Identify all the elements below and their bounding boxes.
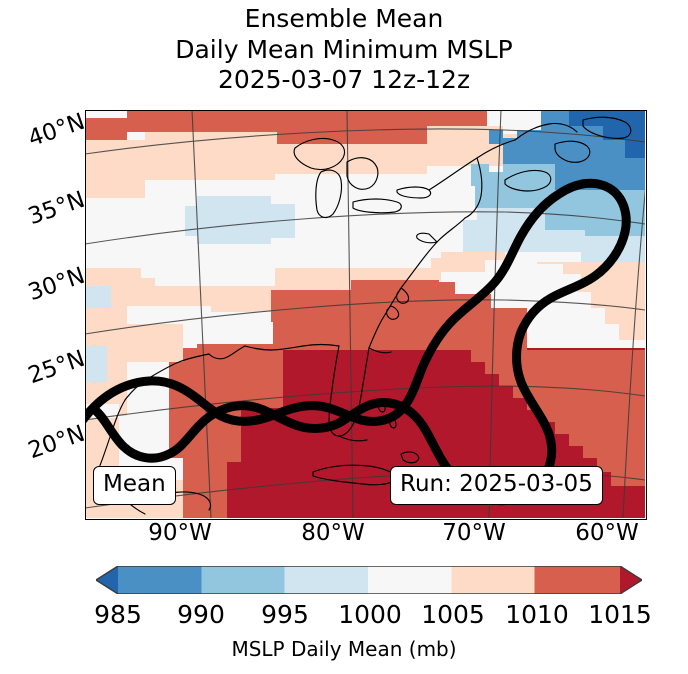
chesapeake-bay (396, 287, 410, 304)
parallel-30n (85, 299, 645, 335)
lake-superior (293, 137, 346, 171)
florida-keys (338, 435, 368, 442)
long-island (416, 232, 438, 244)
meridian-80w (346, 110, 354, 518)
graticule-layer (85, 110, 645, 518)
lake-michigan (315, 169, 343, 219)
colorbar-tick-990: 990 (177, 600, 225, 629)
parallel-35n (85, 211, 645, 245)
maine-coast (464, 157, 483, 219)
colorbar-tick-1015: 1015 (588, 600, 652, 629)
colorbar-tick-985: 985 (94, 600, 142, 629)
mslp-map[interactable] (85, 110, 645, 518)
colorbar-band-990-995 (201, 566, 285, 594)
lon-label-70w: 70°W (442, 520, 506, 546)
page-title: Ensemble Mean Daily Mean Minimum MSLP 20… (0, 4, 688, 96)
quebec-coast (514, 122, 578, 141)
lat-label-30n: 30°N (24, 262, 89, 307)
nova-scotia (504, 169, 552, 192)
lake-erie (352, 198, 402, 214)
texas-coast (124, 353, 210, 401)
run-annotation-box: Run: 2025-03-05 (390, 466, 603, 505)
parallel-40n (85, 128, 645, 155)
gulf-coast-east (244, 343, 340, 351)
colorbar-tick-995: 995 (261, 600, 309, 629)
mean-annotation-box: Mean (93, 466, 176, 505)
colorbar-extend-right (620, 566, 642, 594)
colorbar-band-1010-1015 (534, 566, 620, 594)
lon-label-90w: 90°W (148, 520, 212, 546)
title-line-2: Daily Mean Minimum MSLP (175, 34, 513, 64)
title-line-3: 2025-03-07 12z-12z (217, 65, 471, 94)
contour-line-1015 (85, 178, 631, 506)
lake-huron (346, 157, 379, 190)
band-lt985 (569, 110, 645, 158)
colorbar[interactable] (96, 566, 642, 594)
colorbar-bands (96, 566, 642, 594)
colorbar-band-1000-1005 (367, 566, 452, 594)
lat-label-25n: 25°N (24, 345, 89, 390)
lake-ontario (396, 186, 432, 199)
colorbar-extend-left (96, 566, 118, 594)
colorbar-band-1005-1010 (451, 566, 535, 594)
hispaniola-west (400, 451, 420, 464)
colorbar-band-995-1000 (284, 566, 368, 594)
newfoundland (582, 116, 632, 139)
colorbar-tick-1010: 1010 (505, 600, 569, 629)
meridian-60w (622, 187, 645, 518)
title-line-1: Ensemble Mean (244, 4, 444, 33)
isobar-path-main (85, 178, 631, 506)
lon-label-80w: 80°W (301, 520, 365, 546)
lat-label-40n: 40°N (24, 108, 89, 153)
delmarva (386, 305, 400, 320)
mid-atlantic-coast (368, 217, 466, 349)
lat-label-20n: 20°N (24, 420, 89, 465)
mississippi-delta (208, 345, 246, 360)
colorbar-band-985-990 (118, 566, 202, 594)
carolina-capes (368, 347, 392, 354)
lat-label-35n: 35°N (24, 186, 89, 231)
gulf-st-lawrence (554, 140, 591, 163)
parallel-25n (85, 385, 645, 421)
lon-label-60w: 60°W (575, 520, 639, 546)
colorbar-tick-1000: 1000 (338, 600, 402, 629)
colorbar-tick-1005: 1005 (421, 600, 485, 629)
colorbar-title: MSLP Daily Mean (mb) (231, 637, 457, 661)
